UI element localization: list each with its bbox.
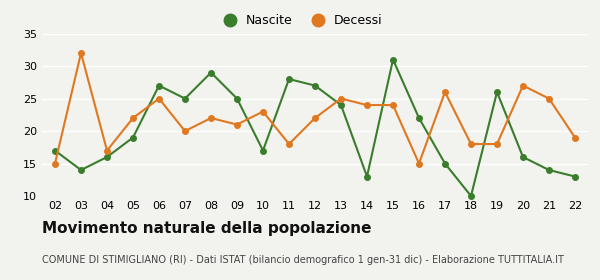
Decessi [52, 162, 59, 165]
Decessi [77, 52, 85, 55]
Decessi [520, 84, 527, 87]
Text: COMUNE DI STIMIGLIANO (RI) - Dati ISTAT (bilancio demografico 1 gen-31 dic) - El: COMUNE DI STIMIGLIANO (RI) - Dati ISTAT … [42, 255, 564, 265]
Nascite [545, 168, 553, 172]
Decessi [233, 123, 241, 126]
Nascite [130, 136, 137, 139]
Decessi [155, 97, 163, 100]
Decessi [364, 103, 371, 107]
Nascite [389, 58, 397, 61]
Decessi [130, 116, 137, 120]
Decessi [571, 136, 578, 139]
Nascite [571, 175, 578, 178]
Nascite [155, 84, 163, 87]
Nascite [286, 77, 293, 81]
Decessi [103, 149, 110, 152]
Nascite [337, 103, 344, 107]
Nascite [467, 194, 475, 198]
Decessi [311, 116, 319, 120]
Nascite [442, 162, 449, 165]
Decessi [442, 90, 449, 94]
Decessi [286, 142, 293, 146]
Nascite [259, 149, 266, 152]
Nascite [520, 155, 527, 159]
Decessi [337, 97, 344, 100]
Nascite [77, 168, 85, 172]
Decessi [467, 142, 475, 146]
Nascite [364, 175, 371, 178]
Decessi [415, 162, 422, 165]
Nascite [233, 97, 241, 100]
Nascite [52, 149, 59, 152]
Decessi [545, 97, 553, 100]
Line: Decessi: Decessi [52, 50, 578, 166]
Legend: Nascite, Decessi: Nascite, Decessi [212, 9, 388, 32]
Decessi [389, 103, 397, 107]
Text: Movimento naturale della popolazione: Movimento naturale della popolazione [42, 221, 371, 236]
Nascite [181, 97, 188, 100]
Decessi [259, 110, 266, 113]
Nascite [208, 71, 215, 74]
Nascite [311, 84, 319, 87]
Decessi [181, 129, 188, 133]
Nascite [415, 116, 422, 120]
Decessi [208, 116, 215, 120]
Line: Nascite: Nascite [52, 57, 578, 199]
Decessi [493, 142, 500, 146]
Nascite [103, 155, 110, 159]
Nascite [493, 90, 500, 94]
